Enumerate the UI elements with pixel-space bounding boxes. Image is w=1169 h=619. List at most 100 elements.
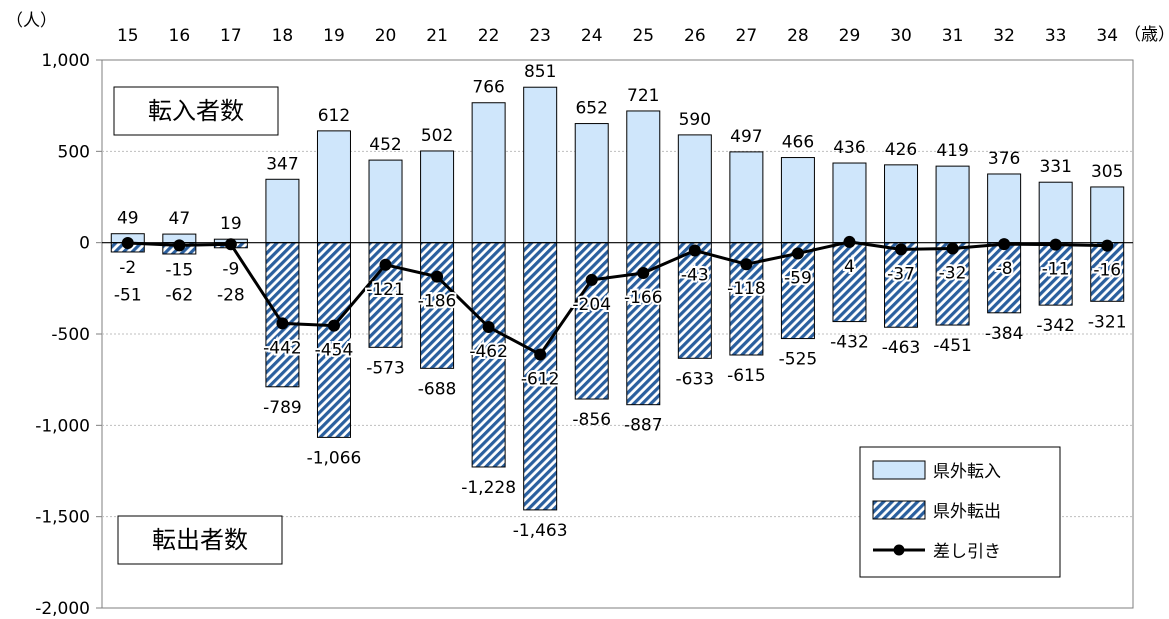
legend-swatch-inflow <box>872 460 926 480</box>
data-label-outflow: -342 <box>1036 316 1075 336</box>
data-label-outflow: -384 <box>985 324 1024 344</box>
series-net <box>121 235 1114 361</box>
labels-net: -2 -15 -9-442 -454-121-186-462-612-204 -166-… <box>117 255 1123 392</box>
y-tick-label: -1,000 <box>35 416 90 436</box>
bar-inflow <box>316 130 351 244</box>
data-label-inflow: 766 <box>472 78 504 98</box>
net-point <box>998 238 1011 251</box>
y-tick-label: -2,000 <box>35 599 90 619</box>
bar-inflow <box>884 164 919 244</box>
data-label-net: -16 <box>1093 261 1121 281</box>
data-label-inflow: 419 <box>936 141 968 161</box>
bar-inflow <box>626 110 661 244</box>
data-label-net: -186 <box>418 292 457 312</box>
data-label-outflow: -321 <box>1088 312 1127 332</box>
data-label-outflow: -432 <box>830 333 869 353</box>
in-annotation-text: 転入者数 <box>148 97 244 125</box>
data-label-outflow: -633 <box>676 369 715 389</box>
y-tick-label: 0 <box>79 234 90 254</box>
bar-outflow <box>1090 242 1125 302</box>
net-point <box>121 237 134 250</box>
labels-outflow: -51 -62 -28 -789 -1,066 -573 -688 -1,228 -1,463 -… <box>114 286 1127 541</box>
bar-outflow <box>677 242 712 359</box>
bar-outflow <box>523 242 558 511</box>
legend-label-net: 差し引き <box>933 542 1001 562</box>
data-label-inflow: 331 <box>1039 157 1071 177</box>
x-tick-label: 17 <box>220 26 242 46</box>
data-label-net: 4 <box>844 257 855 277</box>
x-tick-label: 18 <box>272 26 294 46</box>
bar-outflow <box>265 242 300 388</box>
data-label-inflow: 612 <box>318 106 350 126</box>
net-point <box>791 247 804 260</box>
bar-outflow <box>832 242 867 323</box>
bar-inflow <box>265 178 300 244</box>
data-label-outflow: -573 <box>366 358 405 378</box>
data-label-net: -462 <box>469 342 508 362</box>
bar-inflow <box>935 165 970 244</box>
x-tick-label: 33 <box>1045 26 1067 46</box>
data-label-net: -37 <box>887 264 915 284</box>
x-tick-label: 25 <box>632 26 654 46</box>
x-tick-label: 26 <box>684 26 706 46</box>
x-tick-label: 19 <box>323 26 345 46</box>
data-label-inflow: 19 <box>220 214 242 234</box>
data-label-outflow: -1,463 <box>513 521 568 541</box>
data-label-inflow: 49 <box>117 209 139 229</box>
net-point <box>585 273 598 286</box>
in-annotation-box: 転入者数 <box>113 86 279 136</box>
data-label-outflow: -688 <box>418 379 457 399</box>
bar-outflow <box>987 242 1022 314</box>
data-label-inflow: 426 <box>885 140 917 160</box>
data-label-outflow: -463 <box>882 338 921 358</box>
data-label-net: -43 <box>681 266 709 286</box>
net-point <box>431 270 444 283</box>
data-label-inflow: 652 <box>575 99 607 119</box>
data-label-inflow: 502 <box>421 126 453 146</box>
net-point <box>379 258 392 271</box>
x-tick-label: 31 <box>942 26 964 46</box>
bar-outflow <box>935 242 970 326</box>
data-label-inflow: 851 <box>524 62 556 82</box>
data-label-inflow: 305 <box>1091 162 1123 182</box>
net-point <box>895 243 908 256</box>
net-point <box>637 266 650 279</box>
data-label-inflow: 47 <box>169 209 191 229</box>
bar-outflow <box>420 242 455 369</box>
data-label-net: -442 <box>263 338 302 358</box>
data-label-outflow: -62 <box>165 286 193 306</box>
data-label-inflow: 376 <box>988 149 1020 169</box>
net-point <box>946 242 959 255</box>
data-label-inflow: 347 <box>266 154 298 174</box>
legend-swatch-net-marker <box>893 544 905 556</box>
data-label-inflow: 590 <box>679 110 711 130</box>
data-label-net: -612 <box>521 369 560 389</box>
data-label-net: -118 <box>727 279 766 299</box>
data-label-net: -2 <box>119 258 136 278</box>
data-label-outflow: -28 <box>217 286 245 306</box>
data-label-net: -121 <box>366 280 405 300</box>
bar-inflow <box>574 123 609 244</box>
x-tick-label: 21 <box>426 26 448 46</box>
bar-outflow <box>574 242 609 400</box>
x-tick-label: 27 <box>736 26 758 46</box>
net-point <box>688 244 701 257</box>
x-tick-label: 22 <box>478 26 500 46</box>
net-line <box>127 240 1108 357</box>
x-tick-label: 23 <box>529 26 551 46</box>
y-tick-label: -1,500 <box>35 508 90 528</box>
net-point <box>1049 238 1062 251</box>
bar-inflow <box>1090 186 1125 244</box>
data-label-net: -15 <box>165 260 193 280</box>
data-label-net: -8 <box>996 259 1013 279</box>
x-tick-label: 28 <box>787 26 809 46</box>
data-label-net: -32 <box>939 264 967 284</box>
series-inflow <box>110 86 1125 244</box>
x-tick-label: 24 <box>581 26 603 46</box>
x-tick-label: 15 <box>117 26 139 46</box>
x-tick-label: 29 <box>839 26 861 46</box>
data-label-outflow: -856 <box>572 410 611 430</box>
data-label-inflow: 721 <box>627 86 659 106</box>
data-label-inflow: 497 <box>730 127 762 147</box>
